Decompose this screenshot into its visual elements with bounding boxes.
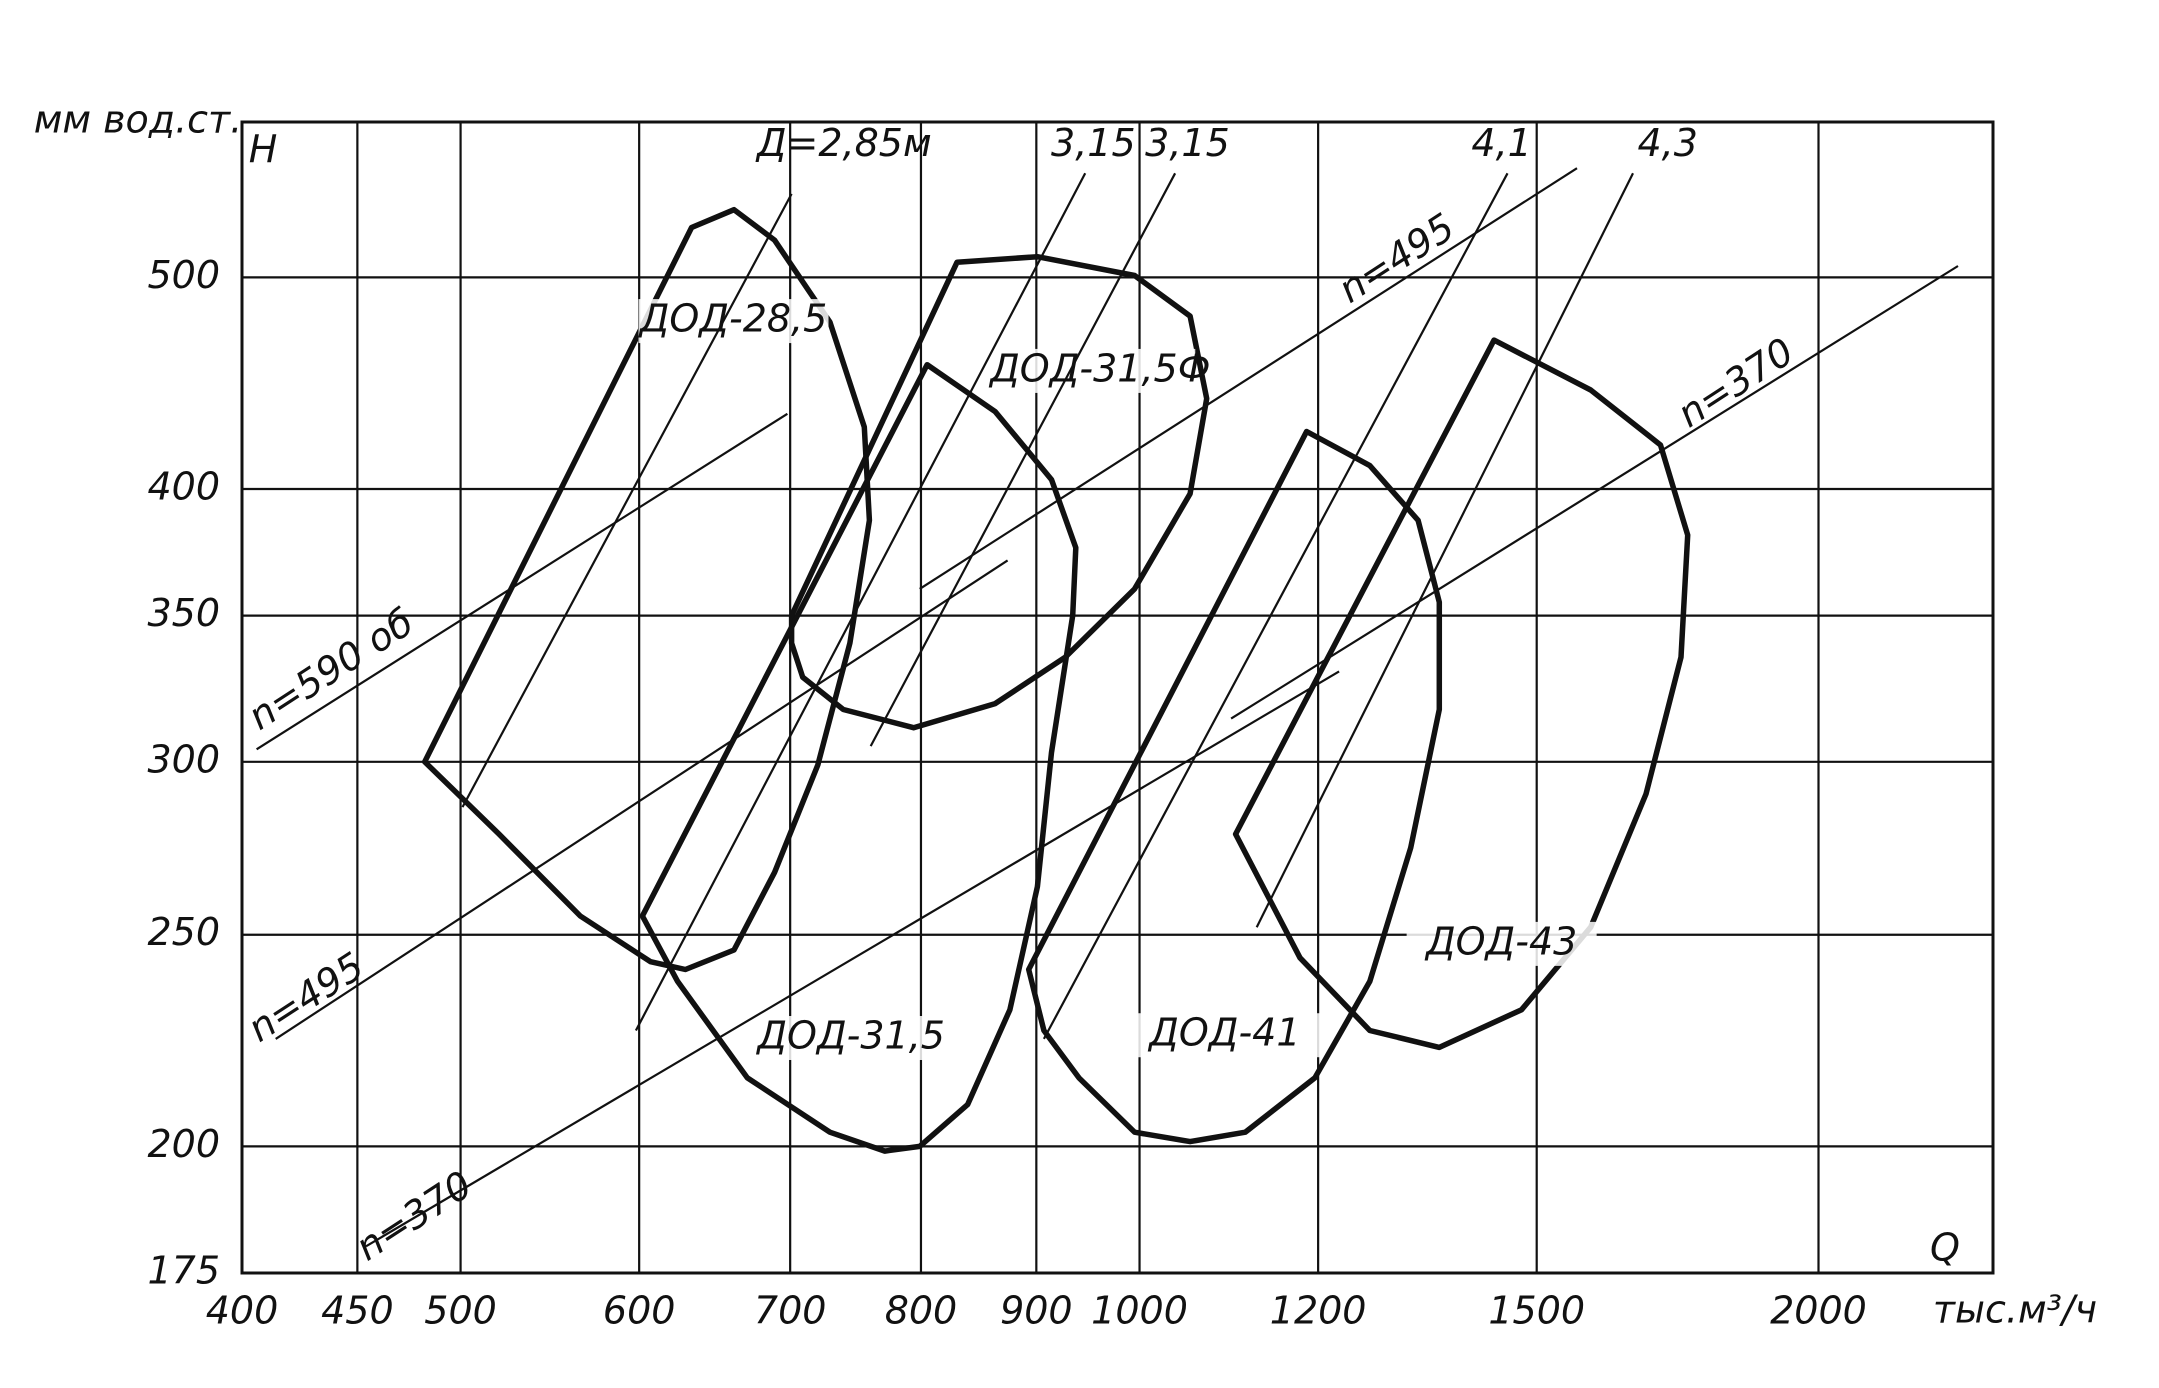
x-tick-label: 1000 (1091, 1289, 1188, 1333)
reference-line (365, 670, 1340, 1248)
series-label: ДОД-31,5 (755, 1014, 945, 1058)
x-tick-label: 450 (321, 1289, 394, 1333)
reference-line (461, 193, 793, 808)
y-tick-label: 500 (147, 253, 220, 297)
series-label: 4,1 (1471, 121, 1531, 165)
reference-line (1255, 172, 1634, 928)
fan-zone (1232, 337, 1691, 1051)
x-tick-label: 500 (424, 1289, 497, 1333)
series-label: ДОД-41 (1147, 1011, 1300, 1055)
y-tick-label: 200 (147, 1122, 220, 1166)
fan-zone (788, 253, 1210, 731)
x-tick-label: 900 (1000, 1289, 1073, 1333)
label-bg (1005, 348, 1196, 393)
y-axis-label: мм вод.ст. (34, 98, 243, 142)
series-label: ДОД-31,5Ф (988, 346, 1210, 390)
y-axis-symbol: H (249, 128, 278, 172)
series-label: n=590 об (240, 600, 421, 739)
x-tick-label: 700 (754, 1289, 827, 1333)
label-bg (756, 1016, 947, 1060)
y-tick-label: 175 (147, 1249, 220, 1293)
label-bg (1129, 1013, 1320, 1058)
plot-frame (240, 120, 1995, 1275)
x-tick-label: 1500 (1488, 1289, 1585, 1333)
fan-zone (639, 361, 1079, 1154)
reference-line (256, 412, 788, 751)
x-axis-symbol: Q (1930, 1226, 1960, 1270)
label-bg (1406, 921, 1597, 966)
y-tick-label: 350 (147, 591, 220, 635)
reference-line (919, 167, 1578, 590)
x-tick-label: 400 (206, 1289, 279, 1333)
x-tick-label: 1200 (1270, 1289, 1367, 1333)
y-tick-label: 250 (147, 910, 220, 954)
y-tick-label: 300 (147, 737, 220, 781)
y-tick-label: 400 (147, 464, 220, 508)
x-tick-label: 800 (885, 1289, 958, 1333)
reference-line (1042, 172, 1509, 1040)
series-label: n=495 (240, 944, 372, 1051)
reference-line (869, 172, 1177, 747)
reference-line (1230, 265, 1959, 720)
x-axis-label: тыс.м³/ч (1933, 1288, 2097, 1332)
x-tick-label: 2000 (1770, 1289, 1867, 1333)
reference-line (275, 559, 1009, 1040)
series-label: n=370 (1670, 329, 1802, 436)
fan-zone (1025, 428, 1443, 1145)
reference-line (634, 172, 1087, 1032)
series-label: 3,15 (1051, 121, 1136, 165)
x-tick-label: 600 (603, 1289, 676, 1333)
label-bg (638, 299, 829, 344)
series-label: ДОД-43 (1424, 919, 1577, 963)
series-label: 4,3 (1638, 121, 1698, 165)
series-label: Д=2,85м (755, 121, 932, 165)
series-label: 3,15 (1145, 121, 1230, 165)
